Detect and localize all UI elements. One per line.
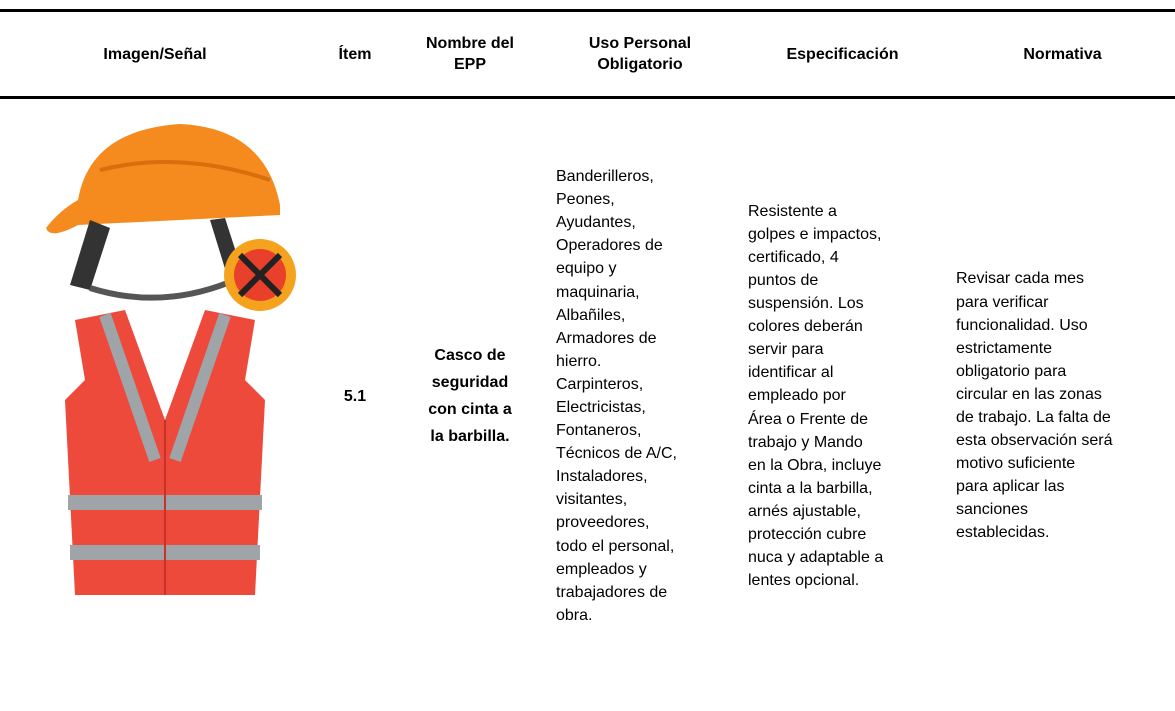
nombre-cell: Casco de seguridad con cinta a la barbilla.: [400, 100, 540, 692]
header-cell: Uso Personal Obligatorio: [550, 12, 730, 96]
text-line: Banderilleros,: [556, 168, 654, 186]
text-line: empleados y: [556, 560, 647, 578]
text-line: EPP: [453, 56, 486, 73]
text-line: Imagen/Señal: [103, 45, 207, 63]
text-line: Carpinteros,: [556, 375, 644, 393]
text-line: certificado, 4: [748, 248, 839, 266]
header-rule: [0, 96, 1175, 99]
text-line: funcionalidad. Uso: [956, 316, 1088, 334]
text-line: Instaladores,: [556, 468, 648, 486]
text-line: cinta a la barbilla,: [748, 479, 873, 497]
text-line: para verificar: [956, 293, 1049, 311]
text-line: visitantes,: [556, 491, 628, 509]
text-line: sanciones: [956, 501, 1029, 519]
text-line: puntos de: [748, 271, 819, 289]
text-line: obra.: [556, 606, 593, 624]
uso-cell: Banderilleros, Peones, Ayudantes, Operadore…: [556, 100, 741, 692]
text-line: obligatorio para: [956, 362, 1067, 380]
top-rule: [0, 9, 1175, 12]
text-line: Área o Frente de: [748, 410, 869, 428]
helmet-image: [46, 124, 296, 311]
text-line: Albañiles,: [556, 306, 626, 324]
item-cell: 5.1: [320, 100, 390, 692]
text-line: estrictamente: [956, 339, 1053, 357]
text-line: equipo y: [556, 260, 617, 278]
text-line: Normativa: [1023, 45, 1102, 63]
text-line: motivo suficiente: [956, 455, 1076, 473]
text-line: Nombre del: [425, 35, 514, 52]
text-line: Resistente a: [748, 202, 837, 220]
text-line: empleado por: [748, 387, 846, 405]
text-line: trabajo y Mando: [748, 433, 863, 451]
text-line: protección cubre: [748, 526, 867, 544]
especificacion-cell: Resistente a golpes e impactos, certificad…: [748, 100, 943, 692]
text-line: seguridad: [431, 374, 509, 391]
text-line: proveedores,: [556, 514, 650, 532]
text-line: todo el personal,: [556, 537, 675, 555]
text-line: circular en las zonas: [956, 385, 1102, 403]
text-line: suspensión. Los: [748, 295, 864, 313]
text-line: en la Obra, incluye: [748, 456, 882, 474]
text-line: Obligatorio: [597, 56, 683, 73]
header-cell: Nombre del EPP: [400, 12, 540, 96]
vest-image: [65, 310, 265, 595]
text-line: para aplicar las: [956, 478, 1065, 496]
text-line: arnés ajustable,: [748, 502, 861, 520]
text-line: maquinaria,: [556, 283, 640, 301]
text-line: nuca y adaptable a: [748, 549, 884, 567]
text-line: colores deberán: [748, 318, 863, 336]
text-line: Uso Personal: [588, 35, 692, 52]
header-cell: Especificación: [745, 12, 940, 96]
text-line: Casco de: [434, 347, 506, 364]
text-line: Especificación: [786, 45, 899, 63]
text-line: de trabajo. La falta de: [956, 409, 1111, 426]
header-cell: Normativa: [950, 12, 1175, 96]
text-line: lentes opcional.: [748, 572, 860, 590]
text-line: la barbilla.: [430, 428, 510, 445]
text-line: servir para: [748, 341, 824, 359]
text-line: golpes e impactos,: [748, 225, 882, 243]
item: 5.1: [343, 387, 367, 405]
text-line: Peones,: [556, 191, 615, 209]
text-line: esta observación será: [956, 432, 1113, 450]
text-line: Revisar cada mes: [956, 270, 1085, 288]
text-line: Ítem: [338, 45, 372, 63]
text-line: Ayudantes,: [556, 214, 636, 232]
text-line: hierro.: [556, 352, 602, 370]
text-line: con cinta a: [428, 401, 512, 418]
text-line: Operadores de: [556, 237, 663, 255]
text-line: identificar al: [748, 364, 834, 382]
header-cell: Ítem: [320, 12, 390, 96]
header-cell: Imagen/Señal: [0, 12, 310, 96]
text-line: Técnicos de A/C,: [556, 445, 677, 463]
normativa-cell: Revisar cada mes para verificar funcionali…: [956, 100, 1171, 692]
text-line: Electricistas,: [556, 399, 646, 416]
text-line: trabajadores de: [556, 583, 668, 601]
text-line: Armadores de: [556, 329, 657, 347]
text-line: establecidas.: [956, 524, 1050, 542]
text-line: Fontaneros,: [556, 422, 642, 440]
epp-images: [46, 124, 296, 595]
